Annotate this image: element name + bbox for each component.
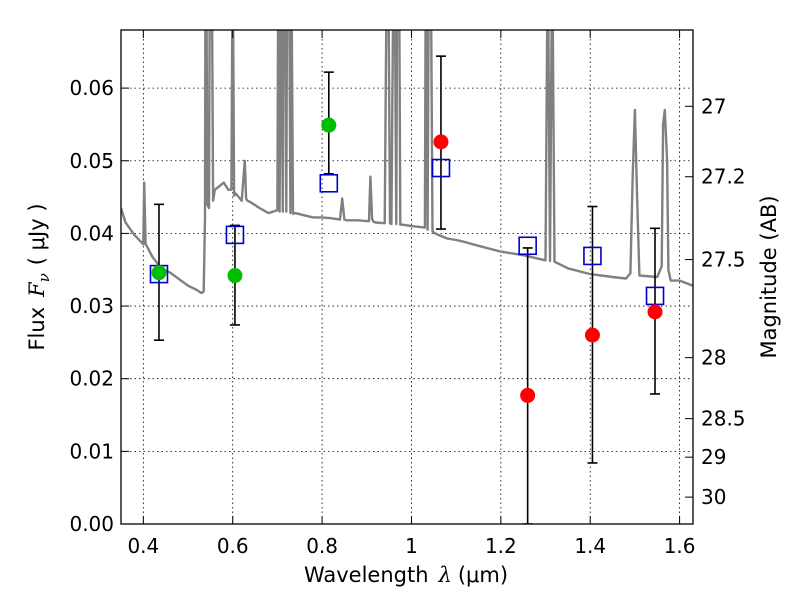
y2-tick-label: 30 (701, 485, 726, 509)
model-photometry-square (518, 236, 537, 256)
x-axis-label: Wavelength λ (μm) (304, 563, 508, 587)
y-axis-label: FluxFν( μJy ) (25, 203, 53, 350)
y-tick-label: 0.02 (69, 367, 114, 391)
y-tick-label: 0.04 (69, 221, 114, 245)
y-axis-ticks: 0.00 0.01 0.02 0.03 0.04 0.05 0.06 (69, 76, 129, 536)
model-sed-line (121, 30, 693, 295)
model-photometry-square (319, 173, 339, 193)
green-data-point (227, 268, 243, 284)
x-tick-label: 0.6 (217, 534, 249, 558)
x-tick-label: 1 (405, 534, 418, 558)
data-markers (149, 117, 665, 403)
y2-tick-label: 28.5 (701, 407, 746, 431)
y-tick-label: 0.06 (69, 76, 114, 100)
green-data-point (321, 117, 337, 133)
plot-frame (120, 29, 694, 525)
x-tick-label: 1.2 (485, 534, 517, 558)
green-data-point (151, 265, 167, 281)
red-data-point (520, 387, 536, 403)
model-photometry-square (583, 246, 602, 266)
y2-tick-label: 27.5 (701, 248, 746, 272)
x-tick-label: 0.4 (127, 534, 159, 558)
red-data-point (584, 327, 600, 343)
y2-tick-label: 29 (701, 445, 726, 469)
red-data-point (433, 134, 449, 150)
model-photometry-square (225, 225, 245, 245)
y2-tick-label: 27.2 (701, 165, 746, 189)
y-tick-label: 0.03 (69, 294, 114, 318)
y2-tick-label: 28 (701, 346, 726, 370)
x-tick-label: 0.8 (306, 534, 338, 558)
red-data-point (647, 304, 663, 320)
x-tick-label: 1.6 (664, 534, 696, 558)
y2-axis-ticks: 27 27.2 27.5 28 28.5 29 30 (685, 94, 746, 509)
plot-background (121, 30, 693, 524)
model-photometry-square (431, 158, 451, 178)
y2-axis-label: Magnitude (AB) (757, 195, 781, 358)
y-tick-label: 0.01 (69, 439, 114, 463)
y2-tick-label: 27 (701, 94, 726, 118)
sed-curve (121, 30, 693, 295)
y-tick-label: 0.05 (69, 149, 114, 173)
y-tick-label: 0.00 (69, 512, 114, 536)
x-tick-label: 1.4 (574, 534, 606, 558)
x-axis-ticks: 0.4 0.6 0.8 1 1.2 1.4 1.6 (127, 30, 696, 558)
